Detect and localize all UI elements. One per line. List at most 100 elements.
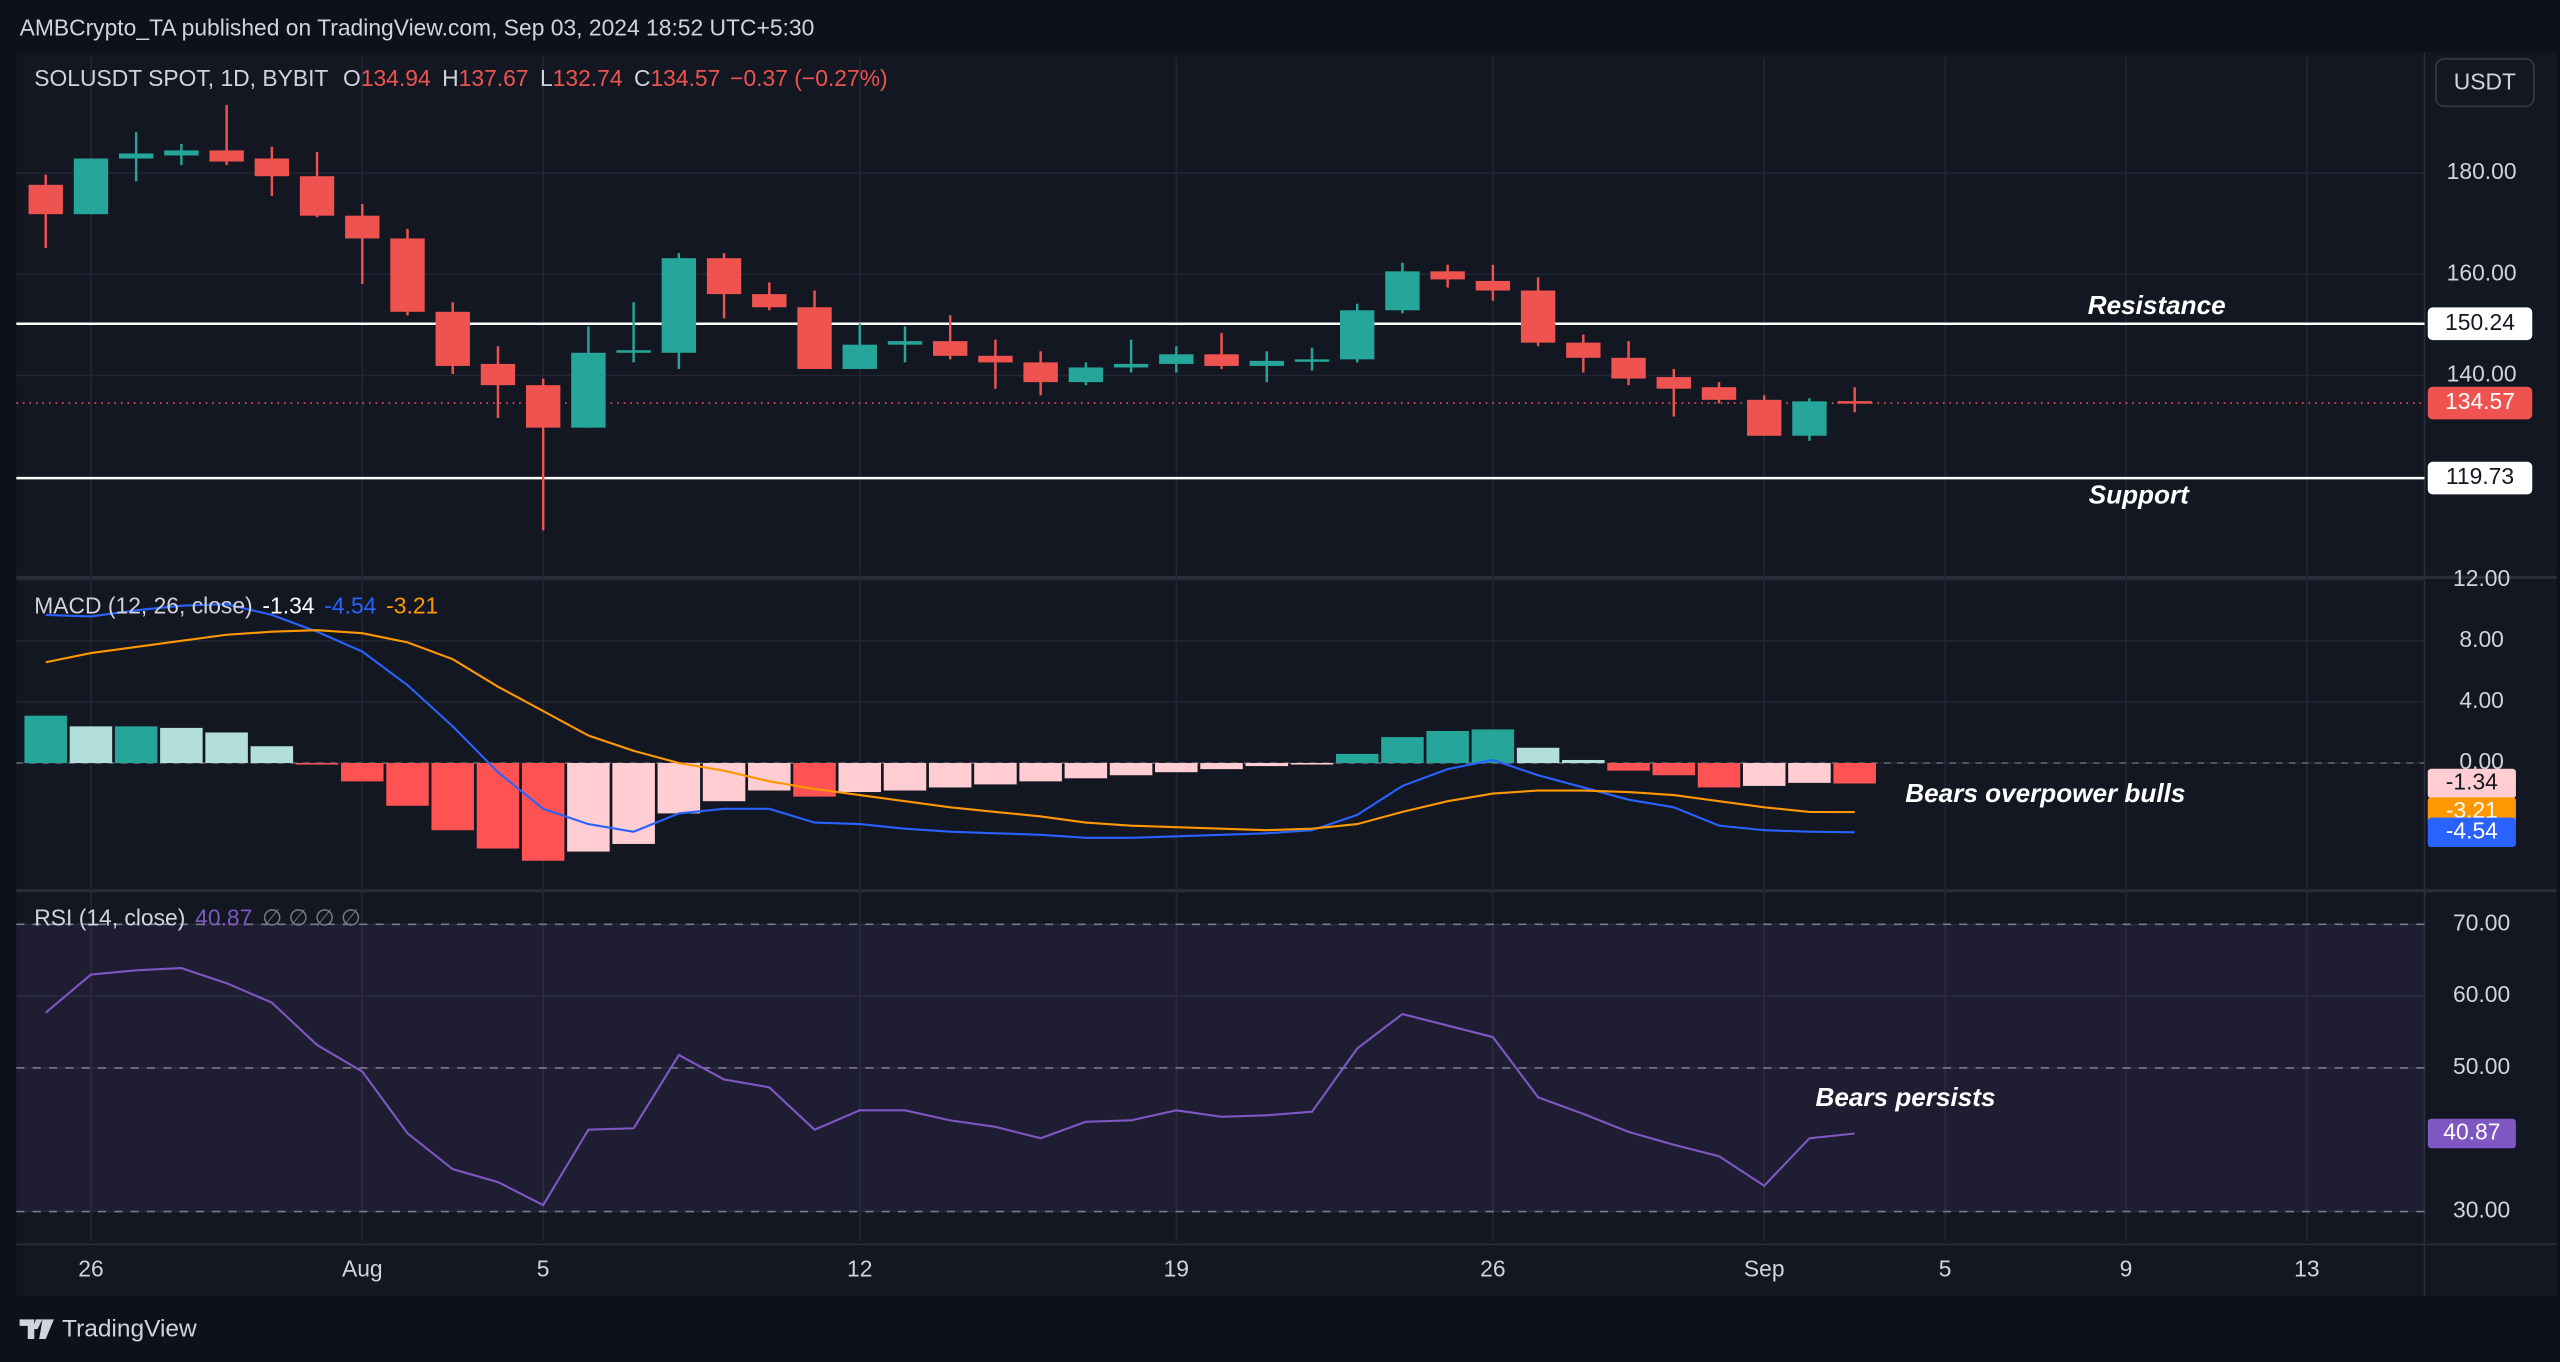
histogram-bar <box>928 763 972 788</box>
ohlc-value: 132.74 <box>553 65 623 91</box>
histogram-bar <box>1200 763 1243 770</box>
histogram-bar <box>567 763 610 852</box>
indicator-title: MACD (12, 26, close) <box>34 593 252 619</box>
candle-body <box>571 352 606 428</box>
candle-body <box>1340 310 1375 360</box>
histogram-bar <box>1381 737 1424 764</box>
x-tick-label: 12 <box>847 1255 872 1281</box>
histogram-bar <box>1516 747 1560 764</box>
candle-body <box>209 150 244 162</box>
rsi-band <box>16 924 2425 1212</box>
candle-body <box>978 355 1013 363</box>
histogram-bar <box>974 763 1017 785</box>
candle-body <box>1068 367 1104 383</box>
histogram-bar <box>521 763 565 861</box>
usdt-button[interactable]: USDT <box>2435 58 2535 108</box>
candle-body <box>1385 271 1420 311</box>
candle-body <box>616 350 651 353</box>
ohlc-value: 134.57 <box>650 65 720 91</box>
candle-body <box>435 311 470 366</box>
x-tick-label: Aug <box>342 1255 383 1281</box>
candle-body <box>933 341 968 356</box>
button-frame[interactable] <box>2435 58 2535 108</box>
histogram-bar <box>657 763 701 814</box>
candle-body <box>1701 387 1737 400</box>
y-tick-label: 140.00 <box>2447 361 2517 387</box>
histogram-bar <box>702 763 746 802</box>
rsi-annotation: Bears persists <box>1816 1082 1996 1112</box>
candle-body <box>1294 359 1330 362</box>
candle-body <box>299 176 335 216</box>
x-tick-label: 19 <box>1164 1255 1189 1281</box>
histogram-bar <box>1335 753 1379 764</box>
currency[interactable]: USDT <box>2454 68 2516 94</box>
histogram-bar <box>1652 763 1696 776</box>
ohlc-value: 134.94 <box>361 65 431 91</box>
publisher: AMBCrypto_TA published on TradingView.co… <box>20 15 815 41</box>
candle-body <box>254 158 290 177</box>
ohlc-label: L <box>540 65 553 91</box>
level-tag <box>2427 461 2533 495</box>
candle-body <box>390 238 425 312</box>
histogram-bar <box>1109 763 1153 776</box>
histogram-bar <box>1290 763 1334 765</box>
rsi-extra: ∅ ∅ ∅ ∅ <box>262 904 361 930</box>
y-tick-label: 12.00 <box>2453 565 2510 591</box>
histogram-bar <box>1562 759 1605 764</box>
macd-tag <box>2427 817 2516 848</box>
x-tick-label: 13 <box>2294 1255 2319 1281</box>
histogram-bar <box>1788 763 1831 783</box>
y-tick-label: 8.00 <box>2459 626 2503 652</box>
candle-body <box>1159 354 1194 364</box>
histogram-bar <box>1833 763 1876 784</box>
candle-body <box>1837 401 1872 404</box>
candle-body <box>752 294 787 308</box>
legend: MACD (12, 26, close) -1.34 -4.54 -3.21 <box>34 593 438 619</box>
histogram-bar <box>341 763 384 782</box>
histogram-bar <box>160 727 203 764</box>
candle-body <box>1249 360 1284 366</box>
histogram-bar <box>1697 763 1741 788</box>
x-tick-label: 26 <box>78 1255 103 1281</box>
histogram-bar <box>838 763 882 793</box>
histogram-bar <box>1245 763 1289 767</box>
histogram-bar <box>1607 763 1650 771</box>
level-label: 150.24 <box>2445 309 2515 335</box>
macd-value: -4.54 <box>324 593 376 619</box>
candle-body <box>345 215 380 239</box>
y-tick-label: 50.00 <box>2453 1053 2510 1079</box>
histogram-bar <box>1742 763 1786 786</box>
candle-body <box>1792 401 1827 436</box>
y-tick-label: 4.00 <box>2459 687 2503 713</box>
rsi-tag-label: 40.87 <box>2443 1119 2500 1145</box>
candle-body <box>73 158 109 215</box>
signal-line <box>45 629 1855 832</box>
candle-body <box>1747 399 1782 436</box>
histogram-bar <box>250 746 294 764</box>
candle-body <box>118 153 154 159</box>
histogram-value: -1.34 <box>262 593 314 619</box>
ohlc-label: C <box>634 65 651 91</box>
histogram-tag-label: -1.34 <box>2446 769 2498 795</box>
histogram-tag <box>2427 768 2516 799</box>
histogram-bar <box>476 763 520 849</box>
histogram-bar <box>295 763 339 765</box>
x-tick-label: Sep <box>1744 1255 1785 1281</box>
candle-body <box>661 258 697 353</box>
candle-body <box>480 363 516 386</box>
histogram-bar <box>205 732 248 764</box>
histogram-bar <box>883 763 927 791</box>
histogram-bar <box>386 763 429 806</box>
resistance-annotation: Resistance <box>2088 290 2226 320</box>
ohlc-label: H <box>442 65 459 91</box>
brand: TradingView <box>62 1315 197 1342</box>
candle-body <box>1656 377 1691 389</box>
y-tick-label: 70.00 <box>2453 909 2510 935</box>
ohlc-label: O <box>343 65 361 91</box>
candle-body <box>28 184 63 215</box>
x-tick-label: 9 <box>2120 1255 2133 1281</box>
candle-body <box>1113 363 1149 368</box>
candle-body <box>1023 362 1058 383</box>
